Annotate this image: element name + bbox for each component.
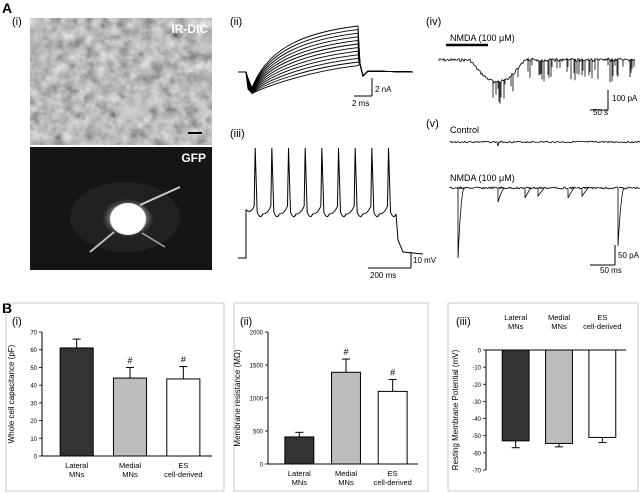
y-tick-label: 1500 xyxy=(250,364,264,370)
category-label: Lateral xyxy=(504,313,527,322)
y-tick-label: 30 xyxy=(30,401,37,407)
bar xyxy=(377,390,408,465)
significance-mark: # xyxy=(127,355,132,365)
category-label: Medial xyxy=(548,313,570,322)
y-tick-label: 2000 xyxy=(250,331,264,337)
category-label: cell-derived xyxy=(164,470,202,479)
y-tick-label: -40 xyxy=(472,417,481,423)
y-tick-label: -20 xyxy=(472,383,481,389)
bar xyxy=(112,377,148,457)
gfp-micrograph: GFP xyxy=(30,147,212,270)
control-label: Control xyxy=(450,125,480,135)
category-label: MNs xyxy=(508,322,524,331)
category-label: Lateral xyxy=(288,469,311,478)
category-label: Medial xyxy=(119,461,141,470)
scale-iii-y: 10 mV xyxy=(413,256,437,265)
category-label: ES xyxy=(597,313,607,322)
scale-iv-x: 50 s xyxy=(593,108,609,117)
y-tick-label: 60 xyxy=(30,348,37,354)
bar xyxy=(284,436,315,465)
chart-resting-potential: 0 -10 -20 -30 -40 -50 -60 -70 Resting Membrane P… xyxy=(451,313,626,475)
category-label: MNs xyxy=(551,322,567,331)
chart-ii-frame xyxy=(233,302,429,492)
panel-b-i-label: (i) xyxy=(12,316,22,328)
current-trace xyxy=(238,36,414,91)
y-axis-label: Resting Membrane Potential (mV) xyxy=(451,349,460,470)
y-tick-label: 40 xyxy=(30,384,37,390)
y-tick-label: 10 xyxy=(30,437,37,443)
ir-dic-image xyxy=(30,18,212,145)
y-tick-label: 1000 xyxy=(250,397,264,403)
category-label: Lateral xyxy=(65,461,88,470)
bar xyxy=(545,349,573,444)
category-label: MNs xyxy=(338,478,354,487)
category-label: MNs xyxy=(122,470,138,479)
scale-ii-y: 2 nA xyxy=(375,85,392,94)
bar xyxy=(59,347,94,457)
y-tick-label: 0 xyxy=(478,349,482,355)
voltage-clamp-traces xyxy=(238,25,414,97)
scale-ii-x: 2 ms xyxy=(352,99,370,108)
panel-a-iv-label: (iv) xyxy=(426,16,442,28)
significance-mark: # xyxy=(390,368,395,378)
category-label: MNs xyxy=(69,470,85,479)
panel-a-iii-label: (iii) xyxy=(230,128,245,140)
bar xyxy=(588,349,617,438)
panel-a-v-label: (v) xyxy=(426,118,439,130)
sepsc-traces xyxy=(449,140,640,266)
action-potential-trace xyxy=(238,147,424,269)
scale-v-x: 50 ms xyxy=(600,266,622,275)
significance-mark: # xyxy=(343,347,348,357)
panel-letter-a: A xyxy=(2,0,13,16)
significance-mark: # xyxy=(181,355,186,365)
panel-b-iii-label: (iii) xyxy=(456,316,471,328)
current-trace xyxy=(238,63,414,95)
category-label: ES xyxy=(178,461,188,470)
y-axis-label: Whole cell capacitance (pF) xyxy=(7,344,16,443)
panel-b-ii-label: (ii) xyxy=(240,316,253,328)
chart-i-frame xyxy=(5,302,225,492)
nmda-iv-label: NMDA (100 μM) xyxy=(450,33,515,43)
scale-iv-y: 100 pA xyxy=(612,94,638,103)
bar-charts: 0 10 20 30 40 50 60 70 Whole cell capacitance (p… xyxy=(5,302,639,492)
category-label: MNs xyxy=(292,478,308,487)
bar xyxy=(331,371,361,465)
panel-letter-b: B xyxy=(2,300,13,316)
y-tick-label: -30 xyxy=(472,400,481,406)
y-tick-label: -70 xyxy=(472,469,481,475)
nmda-current-trace xyxy=(437,43,636,111)
y-tick-label: 70 xyxy=(30,331,37,337)
nmda-v-label: NMDA (100 μM) xyxy=(450,173,515,183)
scale-iii-x: 200 ms xyxy=(370,271,397,280)
y-tick-label: 50 xyxy=(30,366,37,372)
chart-capacitance: 0 10 20 30 40 50 60 70 Whole cell capacitance (p… xyxy=(7,331,212,479)
y-tick-label: -60 xyxy=(472,451,481,457)
panel-a-i-label: (i) xyxy=(12,16,22,28)
y-axis-label: Membrane resistance (MΩ) xyxy=(233,349,242,446)
chart-iii-frame xyxy=(447,302,639,492)
y-tick-label: 0 xyxy=(260,463,264,469)
category-label: cell-derived xyxy=(583,322,621,331)
scale-v-y: 50 pA xyxy=(618,251,639,260)
gfp-label: GFP xyxy=(181,151,206,165)
category-label: ES xyxy=(388,469,398,478)
category-label: cell-derived xyxy=(373,478,411,487)
bar xyxy=(166,378,201,457)
bar xyxy=(501,349,530,442)
y-tick-label: 500 xyxy=(253,430,264,436)
ir-dic-label: IR-DIC xyxy=(171,22,208,36)
gfp-image xyxy=(30,147,212,270)
y-tick-label: -10 xyxy=(472,366,481,372)
ir-dic-micrograph: IR-DIC xyxy=(30,18,212,145)
category-label: Medial xyxy=(335,469,357,478)
panel-a-ii-label: (ii) xyxy=(230,16,243,28)
y-tick-label: 20 xyxy=(30,419,37,425)
y-tick-label: 0 xyxy=(34,455,38,461)
y-tick-label: -50 xyxy=(472,434,481,440)
chart-membrane-resistance: 0 500 1000 1500 2000 Membrane resistance (MΩ)… xyxy=(233,331,418,487)
